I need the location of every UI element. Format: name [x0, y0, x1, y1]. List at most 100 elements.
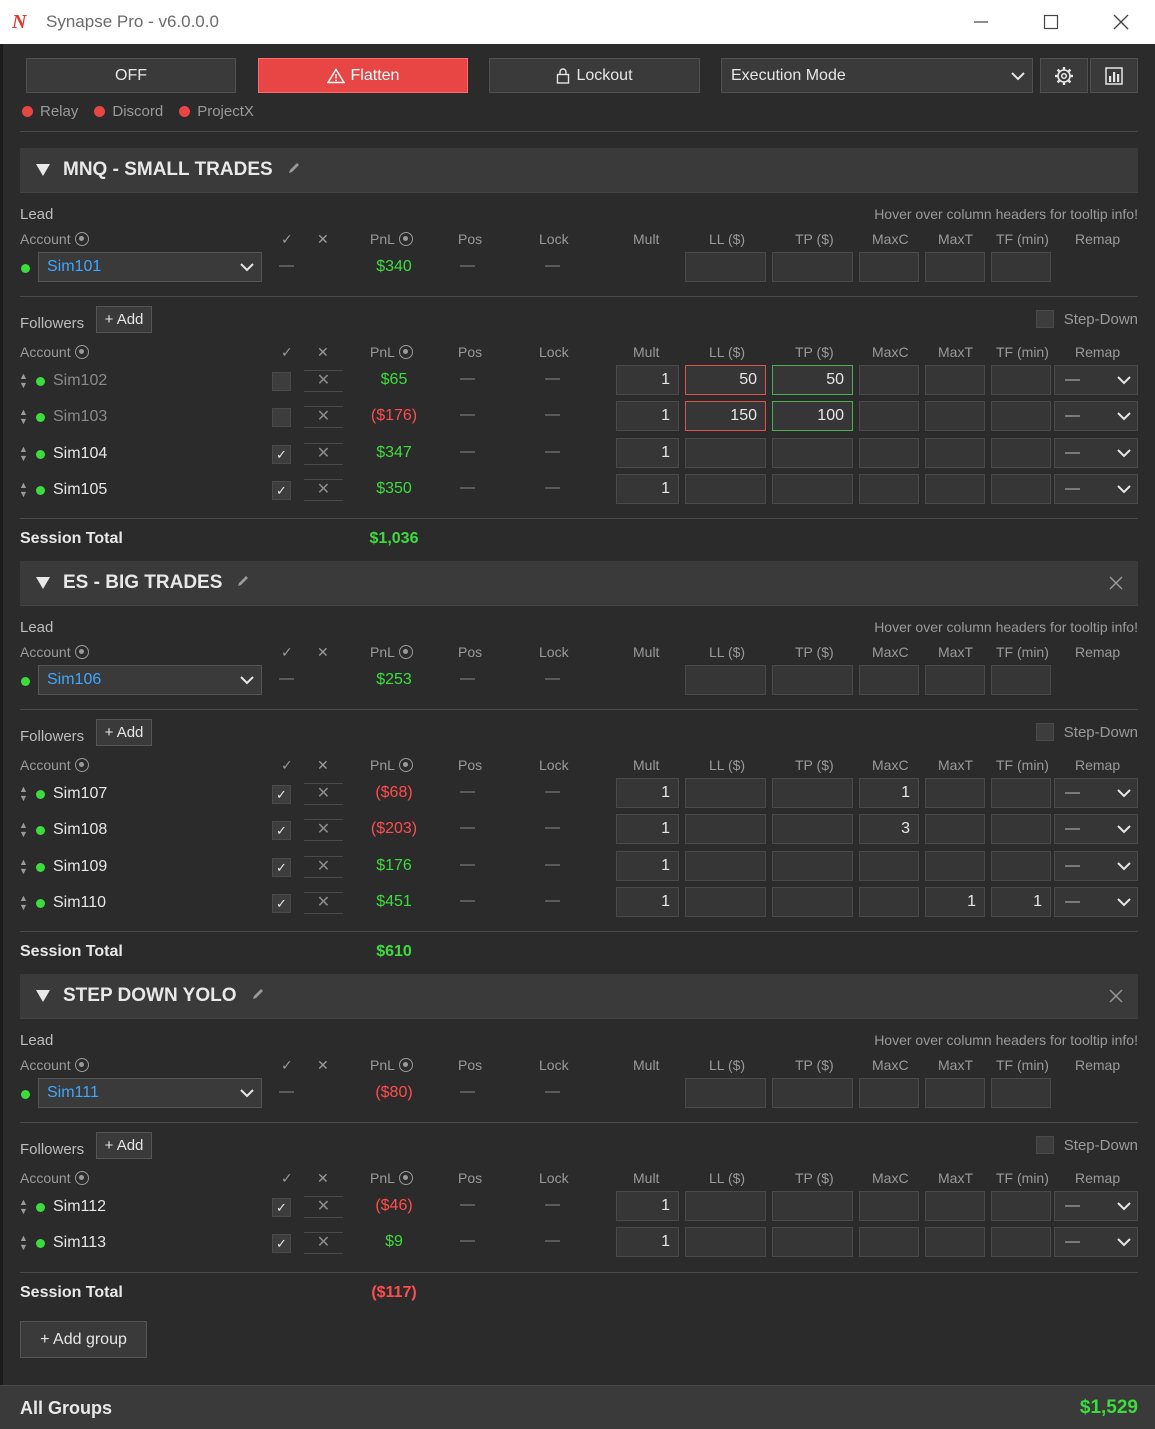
- maxt-input[interactable]: [925, 473, 985, 504]
- lead-maxt-input[interactable]: [925, 252, 985, 282]
- ll-input[interactable]: [685, 1227, 766, 1258]
- group-header[interactable]: ES - BIG TRADES: [20, 561, 1138, 606]
- column-header-pnl[interactable]: PnL: [370, 231, 413, 247]
- column-header-ll[interactable]: LL ($): [709, 644, 745, 660]
- maxc-input[interactable]: [859, 850, 919, 881]
- tf-input[interactable]: [991, 1227, 1051, 1258]
- remap-select[interactable]: —: [1054, 473, 1138, 504]
- column-header-lock[interactable]: Lock: [539, 1170, 569, 1186]
- eye-icon[interactable]: [74, 645, 89, 659]
- column-header-ll[interactable]: LL ($): [709, 1057, 745, 1073]
- ll-input[interactable]: [685, 850, 766, 881]
- column-header-tf[interactable]: TF (min): [996, 1170, 1049, 1186]
- remap-select[interactable]: —: [1054, 850, 1138, 881]
- remap-select[interactable]: —: [1054, 886, 1138, 917]
- step-down-toggle[interactable]: Step-Down: [1035, 1136, 1138, 1154]
- eye-icon[interactable]: [74, 345, 89, 359]
- column-header-ll[interactable]: LL ($): [709, 231, 745, 247]
- edit-pencil-icon[interactable]: [287, 161, 301, 180]
- step-down-toggle[interactable]: Step-Down: [1035, 310, 1138, 328]
- add-follower-button[interactable]: + Add: [96, 719, 152, 746]
- column-header-remap[interactable]: Remap: [1075, 1170, 1120, 1186]
- off-button[interactable]: OFF: [26, 58, 236, 93]
- column-header-pnl[interactable]: PnL: [370, 1170, 413, 1186]
- column-header-maxc[interactable]: MaxC: [872, 344, 909, 360]
- enable-checkbox[interactable]: ✓: [272, 821, 291, 841]
- ll-input[interactable]: [685, 814, 766, 845]
- column-header-tf[interactable]: TF (min): [996, 231, 1049, 247]
- lead-tf-input[interactable]: [991, 252, 1051, 282]
- column-header-tp[interactable]: TP ($): [795, 231, 834, 247]
- disable-x-button[interactable]: ✕: [304, 406, 343, 429]
- column-header-maxt[interactable]: MaxT: [938, 1170, 973, 1186]
- column-header-pos[interactable]: Pos: [458, 231, 482, 247]
- maxt-input[interactable]: [925, 1191, 985, 1221]
- lead-maxt-input[interactable]: [925, 1078, 985, 1108]
- column-header-remap[interactable]: Remap: [1075, 1057, 1120, 1073]
- tp-input[interactable]: [772, 814, 853, 845]
- reorder-handle-icon[interactable]: ▲ ▼: [19, 1197, 28, 1216]
- reorder-handle-icon[interactable]: ▲ ▼: [19, 479, 28, 499]
- maxt-input[interactable]: [925, 850, 985, 881]
- column-header-lock[interactable]: Lock: [539, 344, 569, 360]
- enable-checkbox[interactable]: ✓: [272, 893, 291, 913]
- maxt-input[interactable]: [925, 437, 985, 468]
- edit-pencil-icon[interactable]: [251, 987, 265, 1006]
- maxc-input[interactable]: [859, 1191, 919, 1221]
- close-window-button[interactable]: [1086, 0, 1155, 44]
- reorder-handle-icon[interactable]: ▲ ▼: [19, 820, 28, 840]
- lead-tp-input[interactable]: [772, 665, 853, 695]
- maxc-input[interactable]: [859, 437, 919, 468]
- eye-icon[interactable]: [74, 1171, 89, 1185]
- lead-ll-input[interactable]: [685, 1078, 766, 1108]
- maxt-input[interactable]: [925, 778, 985, 808]
- maxc-input[interactable]: [859, 886, 919, 917]
- column-header-pos[interactable]: Pos: [458, 1057, 482, 1073]
- enable-checkbox[interactable]: [272, 408, 291, 428]
- tf-input[interactable]: [991, 365, 1051, 395]
- enable-checkbox[interactable]: ✓: [272, 444, 291, 464]
- reorder-handle-icon[interactable]: ▲ ▼: [19, 1233, 28, 1253]
- mult-input[interactable]: 1: [616, 778, 679, 808]
- column-header-tf[interactable]: TF (min): [996, 644, 1049, 660]
- column-header-check[interactable]: ✓: [281, 757, 293, 774]
- ll-input[interactable]: [685, 437, 766, 468]
- maxt-input[interactable]: [925, 401, 985, 432]
- column-header-maxt[interactable]: MaxT: [938, 231, 973, 247]
- disable-x-button[interactable]: ✕: [304, 783, 343, 805]
- eye-icon[interactable]: [398, 1058, 413, 1072]
- column-header-mult[interactable]: Mult: [633, 1170, 659, 1186]
- eye-icon[interactable]: [74, 758, 89, 772]
- reorder-handle-icon[interactable]: ▲ ▼: [19, 371, 28, 390]
- column-header-pnl[interactable]: PnL: [370, 1057, 413, 1073]
- tf-input[interactable]: [991, 437, 1051, 468]
- column-header-account[interactable]: Account: [20, 1170, 89, 1186]
- column-header-lock[interactable]: Lock: [539, 644, 569, 660]
- disable-x-button[interactable]: ✕: [304, 819, 343, 842]
- group-header[interactable]: MNQ - SMALL TRADES: [20, 148, 1138, 193]
- tf-input[interactable]: 1: [991, 886, 1051, 917]
- remove-group-icon[interactable]: [1108, 571, 1124, 597]
- tp-input[interactable]: 50: [772, 365, 853, 395]
- column-header-tp[interactable]: TP ($): [795, 644, 834, 660]
- column-header-tp[interactable]: TP ($): [795, 1170, 834, 1186]
- mult-input[interactable]: 1: [616, 1191, 679, 1221]
- collapse-triangle-icon[interactable]: [36, 164, 50, 176]
- lead-tf-input[interactable]: [991, 665, 1051, 695]
- reorder-handle-icon[interactable]: ▲ ▼: [19, 856, 28, 876]
- column-header-maxt[interactable]: MaxT: [938, 757, 973, 773]
- remap-select[interactable]: —: [1054, 1227, 1138, 1258]
- tf-input[interactable]: [991, 814, 1051, 845]
- column-header-tf[interactable]: TF (min): [996, 1057, 1049, 1073]
- group-header[interactable]: STEP DOWN YOLO: [20, 974, 1138, 1019]
- maxt-input[interactable]: [925, 1227, 985, 1258]
- remap-select[interactable]: —: [1054, 437, 1138, 468]
- remap-select[interactable]: —: [1054, 401, 1138, 432]
- lead-tp-input[interactable]: [772, 1078, 853, 1108]
- ll-input[interactable]: [685, 1191, 766, 1221]
- column-header-maxc[interactable]: MaxC: [872, 644, 909, 660]
- column-header-pnl[interactable]: PnL: [370, 644, 413, 660]
- remap-select[interactable]: —: [1054, 814, 1138, 845]
- eye-icon[interactable]: [398, 645, 413, 659]
- enable-checkbox[interactable]: ✓: [272, 1198, 291, 1217]
